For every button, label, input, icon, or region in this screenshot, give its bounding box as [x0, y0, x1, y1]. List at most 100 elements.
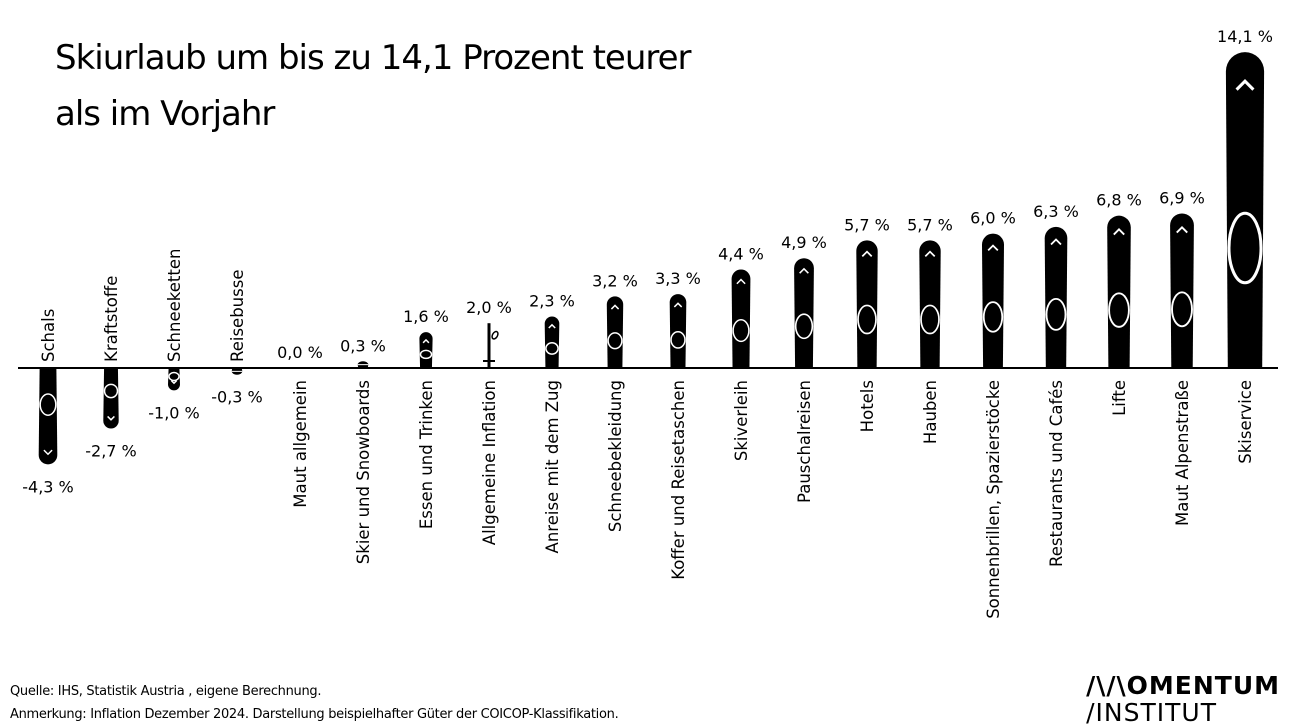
bar-group: 2,0 % Allgemeine Inflation	[466, 298, 512, 545]
value-label: 4,4 %	[718, 244, 764, 263]
ski-bar	[1225, 52, 1265, 368]
ski-bar	[919, 240, 941, 368]
ski-tip-chevron	[736, 278, 746, 285]
ski-binding	[1045, 297, 1067, 331]
category-label: Reisebusse	[228, 270, 247, 362]
ski-tip-chevron	[107, 415, 115, 421]
ski-binding	[419, 349, 433, 360]
value-label: -4,3 %	[22, 477, 74, 496]
logo-line-2: /INSTITUT	[1086, 698, 1217, 727]
bar-group: 1,6 % Essen und Trinken	[403, 307, 449, 529]
bar-group: -1,0 % Schneeketten	[148, 249, 200, 423]
ski-tip-chevron	[1235, 79, 1255, 91]
bar-group: 0,3 % Skier und Snowboards	[340, 336, 386, 564]
ski-binding	[103, 383, 119, 399]
ski-binding	[670, 331, 686, 349]
ski-bar	[731, 269, 751, 368]
category-label: Allgemeine Inflation	[480, 380, 499, 545]
ski-binding	[1108, 292, 1130, 328]
value-label: 0,3 %	[340, 336, 386, 355]
category-label: Maut Alpenstraße	[1173, 380, 1192, 526]
category-label: Skiservice	[1236, 380, 1255, 464]
value-label: -2,7 %	[85, 441, 137, 460]
value-label: 3,2 %	[592, 271, 638, 290]
bar-group: 6,8 % Lifte	[1096, 191, 1142, 416]
bar-group: -0,3 % Reisebusse	[211, 270, 263, 407]
value-label: 6,9 %	[1159, 188, 1205, 207]
ski-tip-chevron	[987, 244, 999, 252]
ski-tip-chevron	[1050, 238, 1062, 246]
value-label: 0,0 %	[277, 343, 323, 362]
bar-group: 3,3 % Koffer und Reisetaschen	[655, 269, 701, 580]
bar-group: -4,3 % Schals	[22, 309, 74, 497]
category-label: Sonnenbrillen, Spazierstöcke	[984, 380, 1003, 619]
value-label: 6,0 %	[970, 209, 1016, 228]
title-line-1: Skiurlaub um bis zu 14,1 Prozent teurer	[55, 38, 692, 78]
bar-group: 5,7 % Hotels	[844, 215, 890, 432]
category-label: Schneeketten	[165, 249, 184, 362]
ski-binding	[1171, 291, 1193, 328]
value-label: 5,7 %	[907, 215, 953, 234]
ski-bar	[1044, 226, 1068, 368]
ski-binding	[607, 332, 623, 350]
ski-tip-chevron	[924, 250, 936, 257]
annotation-note: Anmerkung: Inflation Dezember 2024. Dars…	[10, 707, 619, 722]
category-label: Schals	[39, 309, 58, 362]
ski-binding	[920, 304, 940, 335]
bar-group: 6,9 % Maut Alpenstraße	[1159, 188, 1205, 526]
bar-group: 14,1 % Skiservice	[1217, 27, 1273, 464]
ski-tip-chevron	[861, 250, 873, 257]
ski-pole-strap	[491, 330, 499, 340]
value-label: -0,3 %	[211, 388, 263, 407]
ski-binding	[982, 301, 1004, 333]
ski-binding	[1227, 211, 1263, 285]
value-label: 4,9 %	[781, 233, 827, 252]
ski-binding	[39, 393, 57, 416]
value-label: 6,3 %	[1033, 202, 1079, 221]
category-label: Lifte	[1110, 380, 1129, 416]
value-label: 14,1 %	[1217, 27, 1273, 46]
category-label: Pauschalreisen	[795, 380, 814, 503]
category-label: Skiverleih	[732, 380, 751, 461]
ski-bar	[1170, 213, 1194, 368]
ski-bar	[794, 258, 814, 368]
source-note: Quelle: IHS, Statistik Austria , eigene …	[10, 684, 322, 699]
value-label: 2,3 %	[529, 291, 575, 310]
ski-bar	[38, 368, 58, 465]
bar-group: 5,7 % Hauben	[907, 215, 953, 444]
ski-tip-chevron	[610, 304, 620, 310]
category-label: Anreise mit dem Zug	[543, 380, 562, 553]
ski-binding	[545, 342, 559, 355]
category-label: Schneebekleidung	[606, 380, 625, 532]
ski-tip-chevron	[43, 449, 53, 456]
ski-tip-chevron	[422, 338, 430, 344]
bar-group: 3,2 % Schneebekleidung	[592, 271, 638, 532]
ski-tip-chevron	[799, 267, 809, 274]
value-label: 6,8 %	[1096, 191, 1142, 210]
ski-tip-chevron	[548, 323, 556, 329]
logo-line-1: /\/\OMENTUM	[1086, 671, 1280, 700]
category-label: Hotels	[858, 380, 877, 432]
category-label: Koffer und Reisetaschen	[669, 380, 688, 580]
ski-tip-chevron	[170, 380, 178, 385]
category-label: Maut allgemein	[291, 380, 310, 508]
ski-binding	[857, 304, 877, 335]
ski-tip-chevron	[1176, 225, 1188, 234]
bar-group: 6,0 % Sonnenbrillen, Spazierstöcke	[970, 209, 1016, 619]
bar-group: 6,3 % Restaurants und Cafés	[1033, 202, 1079, 567]
bar-group: 2,3 % Anreise mit dem Zug	[529, 291, 575, 553]
value-label: 5,7 %	[844, 215, 890, 234]
ski-bar	[1107, 215, 1131, 368]
category-label: Kraftstoffe	[102, 276, 121, 362]
bar-group: 4,9 % Pauschalreisen	[781, 233, 827, 503]
chart-title: Skiurlaub um bis zu 14,1 Prozent teurer …	[55, 30, 692, 142]
category-label: Hauben	[921, 380, 940, 444]
bar-group: -2,7 % Kraftstoffe	[85, 276, 137, 461]
ski-binding	[732, 318, 750, 343]
momentum-institut-logo: /\/\OMENTUM /INSTITUT	[1086, 672, 1280, 726]
ski-tip-chevron	[673, 302, 683, 308]
value-label: 2,0 %	[466, 298, 512, 317]
title-line-2: als im Vorjahr	[55, 94, 275, 134]
category-label: Skier und Snowboards	[354, 380, 373, 564]
ski-binding	[794, 313, 814, 340]
